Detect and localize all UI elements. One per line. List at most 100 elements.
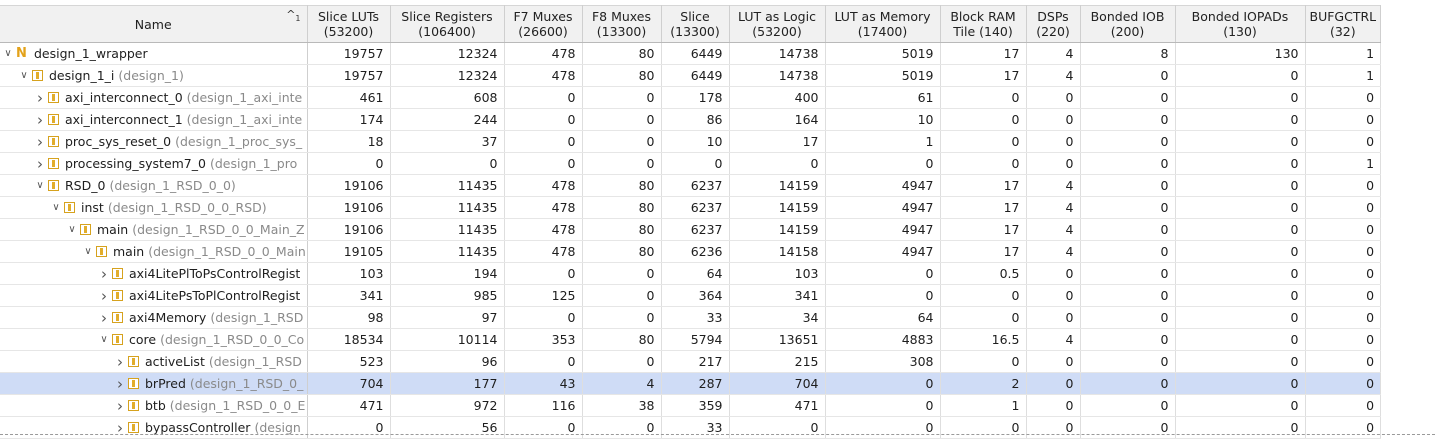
- value-cell-f7-muxes: 0: [504, 130, 583, 153]
- column-header-label: Name: [134, 16, 172, 32]
- module-name: (design_1): [118, 68, 184, 83]
- module-icon: [48, 158, 59, 169]
- chevron-down-icon[interactable]: ∨: [4, 48, 12, 59]
- chevron-right-icon[interactable]: ›: [117, 418, 123, 437]
- value-cell-bonded-iopads: 0: [1175, 218, 1306, 241]
- value-cell-f8-muxes: 80: [582, 218, 662, 241]
- table-row[interactable]: ∨ main (design_1_RSD_0_0_Main 19105 11435 478…: [0, 240, 1382, 263]
- table-row[interactable]: › axi4LitePlToPsControlRegist 103 194 0 0 64 10…: [0, 262, 1382, 285]
- chevron-right-icon[interactable]: ›: [37, 154, 43, 173]
- table-row[interactable]: › proc_sys_reset_0 (design_1_proc_sys_ 18 37…: [0, 130, 1382, 153]
- chevron-down-icon[interactable]: ∨: [84, 246, 92, 257]
- table-row[interactable]: ∨ main (design_1_RSD_0_0_Main_Z 19106 11435 4…: [0, 218, 1382, 241]
- chevron-right-icon[interactable]: ›: [101, 308, 107, 327]
- column-header-lut-as-memory[interactable]: LUT as Memory (17400): [825, 5, 941, 43]
- column-header-label: F8 Muxes: [591, 9, 652, 24]
- value-cell-bonded-iob: 0: [1080, 108, 1176, 131]
- table-row[interactable]: ∨ inst (design_1_RSD_0_0_RSD) 19106 11435 478…: [0, 196, 1382, 219]
- column-header-bonded-iob[interactable]: Bonded IOB (200): [1080, 5, 1176, 43]
- table-row[interactable]: ∨ core (design_1_RSD_0_0_Co 18534 10114 353 80…: [0, 328, 1382, 351]
- instance-name: axi4LitePsToPlControlRegist: [129, 288, 301, 303]
- chevron-down-icon[interactable]: ∨: [100, 334, 108, 345]
- value-cell-lut-as-memory: 4947: [825, 196, 941, 219]
- value-cell-bonded-iob: 8: [1080, 42, 1176, 65]
- module-name: (design: [254, 420, 301, 435]
- value-cell-lut-as-memory: 5019: [825, 42, 941, 65]
- chevron-right-icon[interactable]: ›: [117, 396, 123, 415]
- column-header-lut-as-logic[interactable]: LUT as Logic (53200): [729, 5, 826, 43]
- column-header-name[interactable]: Name ^1: [0, 5, 308, 43]
- value-cell-bonded-iob: 0: [1080, 284, 1176, 307]
- chevron-down-icon[interactable]: ∨: [36, 180, 44, 191]
- table-row[interactable]: › axi4LitePsToPlControlRegist 341 985 125 0 36…: [0, 284, 1382, 307]
- value-cell-f7-muxes: 478: [504, 196, 583, 219]
- column-header-bufgctrl[interactable]: BUFGCTRL (32): [1305, 5, 1382, 43]
- chevron-right-icon[interactable]: ›: [37, 88, 43, 107]
- instance-name: main: [113, 244, 145, 259]
- column-header-capacity: (13300): [596, 24, 647, 39]
- value-cell-bufgctrl: 1: [1305, 42, 1382, 65]
- header-row: Name ^1 Slice LUTs (53200) Slice Registers…: [0, 5, 1382, 43]
- value-cell-dsps: 0: [1026, 152, 1081, 175]
- column-header-slice[interactable]: Slice (13300): [661, 5, 730, 43]
- table-row[interactable]: ∨ design_1_i (design_1) 19757 12324 478 80 6449…: [0, 64, 1382, 87]
- column-header-bonded-iopads[interactable]: Bonded IOPADs (130): [1175, 5, 1306, 43]
- value-cell-bonded-iopads: 0: [1175, 152, 1306, 175]
- value-cell-bonded-iob: 0: [1080, 240, 1176, 263]
- value-cell-lut-as-logic: 17: [729, 130, 826, 153]
- value-cell-dsps: 0: [1026, 372, 1081, 395]
- table-row[interactable]: › brPred (design_1_RSD_0_ 704 177 43 4 287 704 0 2…: [0, 372, 1382, 395]
- value-cell-slice: 5794: [661, 328, 730, 351]
- value-cell-slice-registers: 11435: [390, 218, 505, 241]
- utilization-table: Name ^1 Slice LUTs (53200) Slice Registers…: [0, 5, 1382, 439]
- table-row[interactable]: › axi_interconnect_1 (design_1_axi_inte 174…: [0, 108, 1382, 131]
- column-header-f8-muxes[interactable]: F8 Muxes (13300): [582, 5, 662, 43]
- table-row[interactable]: › processing_system7_0 (design_1_pro 0 0 0 0 0 0…: [0, 152, 1382, 175]
- table-row[interactable]: › btb (design_1_RSD_0_0_E 471 972 116 38 359 471…: [0, 394, 1382, 417]
- value-cell-slice-luts: 19106: [307, 196, 391, 219]
- value-cell-lut-as-memory: 4947: [825, 174, 941, 197]
- value-cell-slice-registers: 608: [390, 86, 505, 109]
- value-cell-bonded-iopads: 0: [1175, 130, 1306, 153]
- value-cell-bonded-iob: 0: [1080, 416, 1176, 439]
- value-cell-bufgctrl: 0: [1305, 394, 1382, 417]
- value-cell-bonded-iob: 0: [1080, 306, 1176, 329]
- name-cell: › btb (design_1_RSD_0_0_E: [0, 394, 308, 417]
- name-cell: › bypassController (design: [0, 416, 308, 439]
- chevron-right-icon[interactable]: ›: [101, 286, 107, 305]
- chevron-down-icon[interactable]: ∨: [20, 70, 28, 81]
- chevron-right-icon[interactable]: ›: [101, 264, 107, 283]
- chevron-right-icon[interactable]: ›: [117, 374, 123, 393]
- value-cell-slice: 6236: [661, 240, 730, 263]
- value-cell-block-ram: 17: [940, 196, 1027, 219]
- value-cell-bonded-iob: 0: [1080, 394, 1176, 417]
- table-row[interactable]: ∨ RSD_0 (design_1_RSD_0_0) 19106 11435 478 80 6…: [0, 174, 1382, 197]
- module-name: (design_1_RSD_0_0_E: [169, 398, 306, 413]
- chevron-right-icon[interactable]: ›: [117, 352, 123, 371]
- table-row[interactable]: › bypassController (design 0 56 0 0 33 0 0 0 0 0 0 0: [0, 416, 1382, 439]
- chevron-down-icon[interactable]: ∨: [68, 224, 76, 235]
- column-header-slice-registers[interactable]: Slice Registers (106400): [390, 5, 505, 43]
- table-row[interactable]: › axi_interconnect_0 (design_1_axi_inte 461…: [0, 86, 1382, 109]
- module-icon: [96, 246, 107, 257]
- value-cell-block-ram: 2: [940, 372, 1027, 395]
- chevron-right-icon[interactable]: ›: [37, 132, 43, 151]
- table-row[interactable]: › activeList (design_1_RSD 523 96 0 0 217 215 308…: [0, 350, 1382, 373]
- column-header-dsps[interactable]: DSPs (220): [1026, 5, 1081, 43]
- instance-name: inst: [81, 200, 104, 215]
- column-header-slice-luts[interactable]: Slice LUTs (53200): [307, 5, 391, 43]
- chevron-right-icon[interactable]: ›: [37, 110, 43, 129]
- value-cell-block-ram: 0: [940, 86, 1027, 109]
- table-row[interactable]: › axi4Memory (design_1_RSD 98 97 0 0 33 34 64 0 0 0 0…: [0, 306, 1382, 329]
- value-cell-bonded-iopads: 0: [1175, 108, 1306, 131]
- column-header-f7-muxes[interactable]: F7 Muxes (26600): [504, 5, 583, 43]
- value-cell-lut-as-logic: 103: [729, 262, 826, 285]
- column-header-block-ram[interactable]: Block RAM Tile (140): [940, 5, 1027, 43]
- value-cell-slice-registers: 56: [390, 416, 505, 439]
- chevron-down-icon[interactable]: ∨: [52, 202, 60, 213]
- module-icon: [128, 356, 139, 367]
- value-cell-slice-registers: 11435: [390, 174, 505, 197]
- value-cell-slice: 6237: [661, 196, 730, 219]
